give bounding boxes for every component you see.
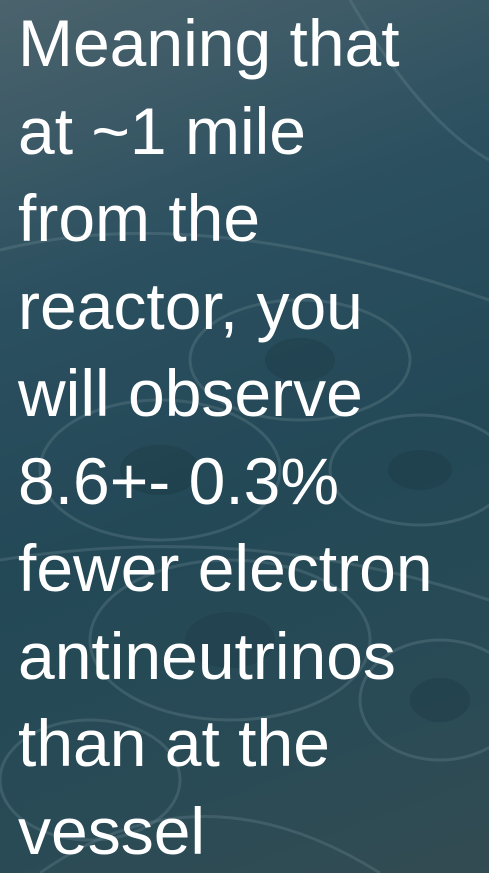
text-line: antineutrinos <box>18 613 433 701</box>
text-line: reactor, you <box>18 263 433 351</box>
slide: Meaning thatat ~1 milefrom thereactor, y… <box>0 0 489 873</box>
text-line: than at the <box>18 700 433 788</box>
text-line: fewer electron <box>18 525 433 613</box>
text-line: at ~1 mile <box>18 88 433 176</box>
text-line: will observe <box>18 350 433 438</box>
text-line: 8.6+- 0.3% <box>18 438 433 526</box>
text-line: vessel <box>18 788 433 873</box>
text-line: Meaning that <box>18 0 433 88</box>
text-line: from the <box>18 175 433 263</box>
